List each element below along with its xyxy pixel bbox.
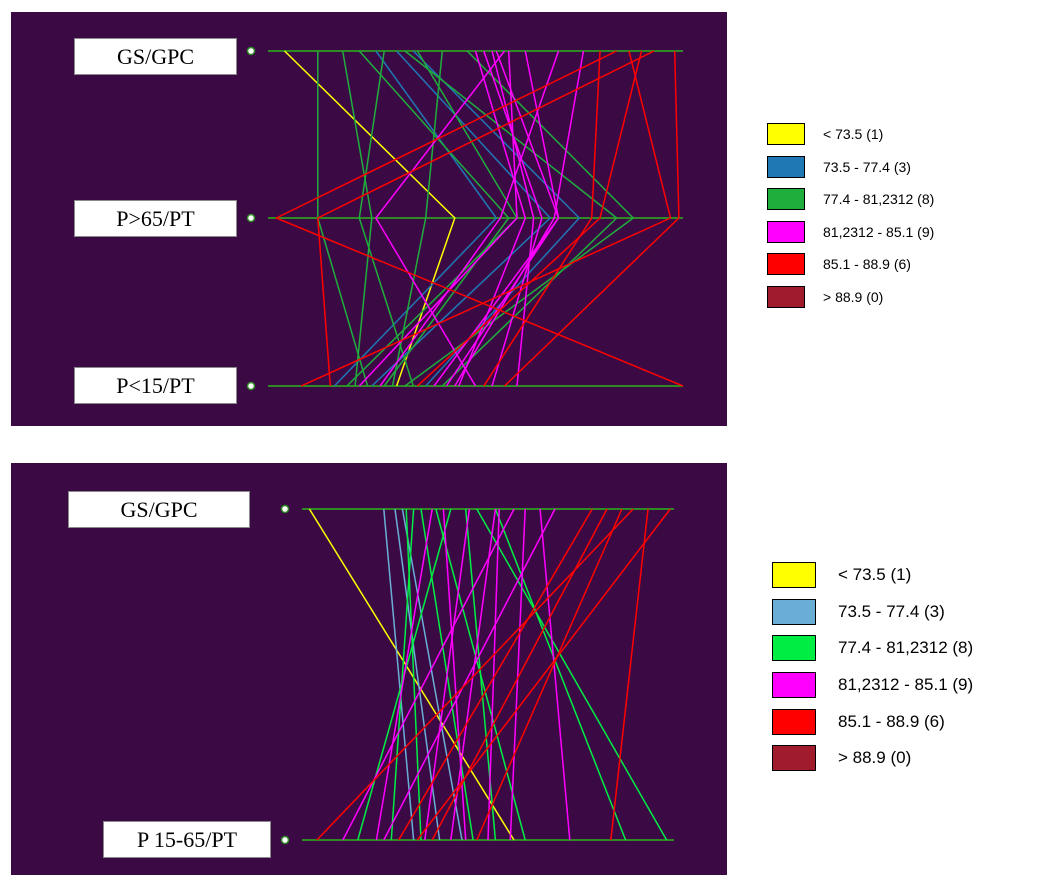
legend-swatch	[772, 745, 816, 772]
data-line-6	[390, 508, 415, 841]
legend-item: > 88.9 (0)	[767, 281, 934, 314]
legend-label: 73.5 - 77.4 (3)	[823, 158, 911, 175]
axis-marker	[246, 213, 256, 223]
data-line-8	[358, 50, 415, 387]
legend-swatch	[772, 598, 816, 625]
data-line-26	[610, 508, 649, 841]
axis-label-p-under-15: P<15/PT	[74, 367, 237, 404]
legend-label: 85.1 - 88.9 (6)	[823, 256, 911, 273]
axis-label-gs-gpc: GS/GPC	[74, 38, 237, 75]
data-line-26	[317, 50, 655, 387]
data-line-22	[398, 508, 593, 841]
data-line-27	[503, 50, 680, 387]
legend-item: 73.5 - 77.4 (3)	[772, 594, 973, 631]
legend-swatch	[767, 253, 805, 276]
data-line-11	[476, 508, 668, 841]
axis-marker	[280, 504, 290, 514]
legend-swatch	[767, 220, 805, 243]
axis-label-p-over-65: P>65/PT	[74, 200, 237, 237]
data-line-12	[494, 508, 627, 841]
data-line-5	[405, 508, 422, 841]
data-line-24	[476, 508, 623, 841]
data-line-6	[341, 50, 373, 387]
data-line-13	[375, 508, 433, 841]
legend-1: < 73.5 (1) 73.5 - 77.4 (3) 77.4 - 81,2312 …	[767, 118, 934, 313]
data-line-23	[431, 508, 608, 841]
legend-item: 77.4 - 81,2312 (8)	[767, 183, 934, 216]
data-line-20	[539, 508, 571, 841]
axis-label-p-15-65: P 15-65/PT	[103, 821, 271, 858]
legend-item: > 88.9 (0)	[772, 740, 973, 777]
data-line-24	[300, 50, 672, 387]
legend-label: 77.4 - 81,2312 (8)	[823, 191, 935, 208]
legend-item: 81,2312 - 85.1 (9)	[767, 216, 934, 249]
axis-label-gs-gpc-2: GS/GPC	[68, 491, 250, 528]
data-line-17	[375, 50, 506, 387]
legend-swatch	[772, 708, 816, 735]
legend-swatch	[772, 672, 816, 699]
data-line-16	[450, 508, 497, 841]
data-line-4	[412, 50, 581, 387]
legend-2: < 73.5 (1) 73.5 - 77.4 (3) 77.4 - 81,2312 …	[772, 557, 973, 777]
legend-item: 85.1 - 88.9 (6)	[767, 248, 934, 281]
legend-item: 73.5 - 77.4 (3)	[767, 151, 934, 184]
data-line-13	[458, 50, 527, 387]
legend-swatch	[767, 188, 805, 211]
data-line-20	[379, 50, 560, 387]
legend-label: > 88.9 (0)	[838, 748, 912, 768]
legend-label: 85.1 - 88.9 (6)	[838, 711, 945, 731]
legend-swatch	[772, 562, 816, 589]
data-line-2	[383, 508, 415, 841]
axis-marker	[246, 46, 256, 56]
data-line-1	[284, 50, 456, 387]
data-line-15	[424, 508, 471, 841]
data-line-11	[391, 50, 444, 387]
legend-swatch	[767, 285, 805, 308]
data-line-19	[433, 50, 560, 387]
parallel-plot-1: GS/GPC P>65/PT P<15/PT	[11, 12, 727, 426]
data-line-18	[358, 50, 518, 387]
data-line-15	[491, 50, 535, 387]
legend-item: 85.1 - 88.9 (6)	[772, 703, 973, 740]
data-line-2	[333, 50, 498, 387]
legend-label: 77.4 - 81,2312 (8)	[838, 638, 974, 658]
data-line-22	[483, 50, 601, 387]
legend-swatch	[772, 635, 816, 662]
legend-label: > 88.9 (0)	[823, 288, 884, 305]
legend-swatch	[767, 123, 805, 146]
legend-label: < 73.5 (1)	[838, 565, 912, 585]
data-line-21	[454, 50, 585, 387]
axis-marker	[246, 381, 256, 391]
data-line-25	[416, 50, 643, 387]
data-line-19	[509, 508, 526, 841]
data-line-27	[416, 508, 671, 841]
axis-marker	[280, 835, 290, 845]
parallel-plot-2: GS/GPC P 15-65/PT	[11, 463, 727, 875]
legend-swatch	[767, 155, 805, 178]
legend-label: 81,2312 - 85.1 (9)	[838, 675, 974, 695]
data-line-9	[404, 50, 618, 387]
plot-background	[11, 463, 727, 875]
data-line-3	[371, 50, 551, 387]
data-line-1	[308, 508, 515, 841]
data-line-25	[316, 508, 634, 841]
legend-label: 73.5 - 77.4 (3)	[838, 601, 945, 621]
data-line-4	[401, 508, 463, 841]
legend-item: 81,2312 - 85.1 (9)	[772, 667, 973, 704]
legend-label: < 73.5 (1)	[823, 126, 884, 143]
legend-item: < 73.5 (1)	[767, 118, 934, 151]
legend-label: 81,2312 - 85.1 (9)	[823, 223, 935, 240]
data-line-18	[342, 508, 515, 841]
parallel-plot-2-svg	[11, 463, 727, 875]
data-line-21	[383, 508, 556, 841]
data-line-23	[275, 50, 684, 387]
legend-item: < 73.5 (1)	[772, 557, 973, 594]
data-line-17	[487, 508, 500, 841]
legend-item: 77.4 - 81,2312 (8)	[772, 630, 973, 667]
